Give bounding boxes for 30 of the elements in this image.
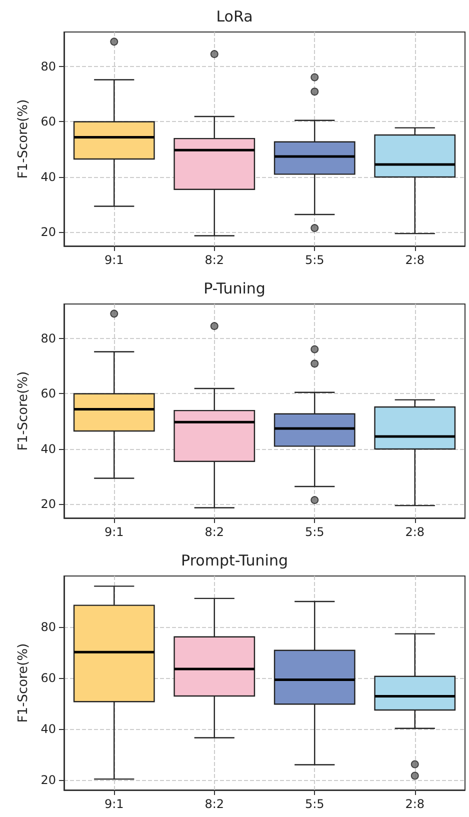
x-tick-label: 9:1 [104, 797, 124, 811]
x-tick-label: 5:5 [304, 525, 324, 539]
x-tick-label: 5:5 [304, 253, 324, 267]
y-tick-label: 20 [40, 497, 56, 512]
x-tick-label: 5:5 [304, 797, 324, 811]
x-tick-label: 9:1 [104, 253, 124, 267]
x-tick-label: 9:1 [104, 525, 124, 539]
x-tick-label: 8:2 [204, 525, 224, 539]
y-tick-label: 80 [40, 332, 56, 346]
y-tick-label: 20 [40, 225, 56, 240]
x-tick-label: 2:8 [405, 253, 425, 267]
y-axis-title: F1-Score(%) [16, 643, 31, 723]
y-tick-label: 80 [40, 620, 56, 634]
x-tick-label: 8:2 [204, 797, 224, 811]
chart-title: LoRa [216, 8, 253, 26]
y-tick-label: 40 [40, 442, 56, 456]
y-tick-label: 60 [40, 386, 56, 401]
x-tick-label: 2:8 [405, 525, 425, 539]
y-tick-label: 60 [40, 670, 56, 685]
y-axis-title: F1-Score(%) [16, 371, 31, 451]
chart-title: Prompt-Tuning [181, 552, 288, 570]
y-tick-label: 40 [40, 170, 56, 184]
y-tick-label: 60 [40, 114, 56, 129]
y-tick-label: 40 [40, 722, 56, 736]
x-tick-label: 8:2 [204, 253, 224, 267]
y-tick-label: 80 [40, 60, 56, 74]
y-axis-title: F1-Score(%) [16, 99, 31, 179]
y-tick-label: 20 [40, 772, 56, 787]
chart-title: P-Tuning [204, 280, 266, 298]
x-tick-label: 2:8 [405, 797, 425, 811]
